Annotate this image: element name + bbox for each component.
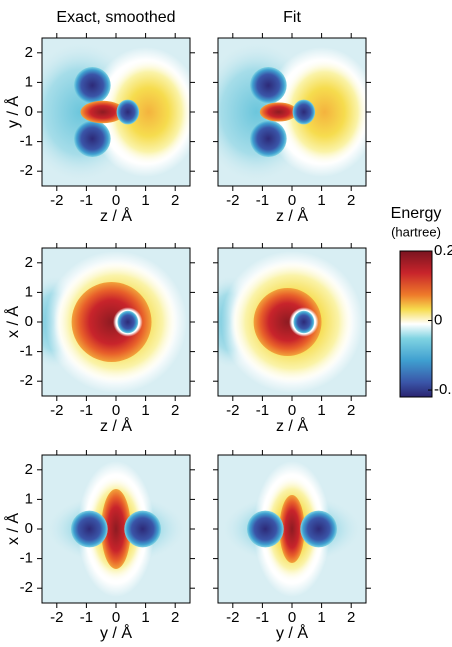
y-tick-label: 1 xyxy=(25,73,33,90)
x-tick-label: 1 xyxy=(317,402,325,419)
x-tick-label: 2 xyxy=(171,402,179,419)
column-title: Exact, smoothed xyxy=(56,9,175,26)
x-tick-label: 0 xyxy=(288,609,296,626)
x-tick-label: 2 xyxy=(347,609,355,626)
y-tick-label: -2 xyxy=(20,162,33,179)
heatmap-image xyxy=(42,455,190,603)
x-axis-label: z / Å xyxy=(276,416,308,435)
field-lobe xyxy=(104,58,190,166)
y-tick-label: -1 xyxy=(20,550,33,567)
column-title: Fit xyxy=(283,9,301,26)
y-tick-label: 2 xyxy=(25,44,33,61)
heatmap-image xyxy=(218,455,366,603)
field-lobe xyxy=(249,67,287,104)
y-tick-label: 2 xyxy=(25,461,33,478)
x-tick-label: -1 xyxy=(256,192,269,209)
x-tick-label: 1 xyxy=(141,192,149,209)
field-lobe xyxy=(253,288,322,356)
y-tick-label: 1 xyxy=(25,490,33,507)
x-tick-label: -2 xyxy=(50,192,63,209)
x-tick-label: -2 xyxy=(226,609,239,626)
colorbar-subtitle: (hartree) xyxy=(391,224,441,239)
heatmap-image xyxy=(218,38,366,186)
y-tick-label: 0 xyxy=(25,103,33,120)
heatmap-image xyxy=(218,248,366,396)
x-tick-label: -2 xyxy=(50,402,63,419)
heatmap-image xyxy=(42,248,190,396)
y-axis-label: x / Å xyxy=(3,306,22,338)
field-lobe xyxy=(71,510,108,548)
field-lobe xyxy=(279,495,305,563)
colorbar-tick-label: -0.2 xyxy=(434,381,452,398)
heatmap-image xyxy=(42,38,190,186)
x-axis-label: z / Å xyxy=(276,206,308,225)
y-axis-label: y / Å xyxy=(3,96,22,128)
field-lobe xyxy=(247,510,284,548)
y-axis-label: x / Å xyxy=(3,513,22,545)
field-lobe xyxy=(101,489,131,569)
x-tick-label: 0 xyxy=(112,609,120,626)
x-tick-label: 0 xyxy=(288,192,296,209)
x-tick-label: 2 xyxy=(171,192,179,209)
x-tick-label: 0 xyxy=(112,192,120,209)
x-tick-label: -1 xyxy=(256,609,269,626)
field-lobe xyxy=(293,310,315,334)
x-tick-label: 0 xyxy=(288,402,296,419)
x-axis-label: y / Å xyxy=(276,623,308,642)
field-lobe xyxy=(300,510,337,548)
x-tick-label: -2 xyxy=(226,192,239,209)
field-lobe xyxy=(259,102,298,122)
field-lobe xyxy=(80,100,125,124)
x-tick-label: 1 xyxy=(141,402,149,419)
y-tick-label: 0 xyxy=(25,520,33,537)
x-axis-label: y / Å xyxy=(100,623,132,642)
colorbar-tick-label: 0 xyxy=(434,311,442,328)
field-lobe xyxy=(117,310,139,334)
field-lobe xyxy=(292,99,316,125)
x-tick-label: 1 xyxy=(317,609,325,626)
field-lobe xyxy=(249,120,287,157)
x-axis-label: z / Å xyxy=(100,416,132,435)
field-lobe xyxy=(280,58,366,166)
x-tick-label: 2 xyxy=(171,609,179,626)
x-tick-label: -2 xyxy=(50,609,63,626)
y-tick-label: -2 xyxy=(20,372,33,389)
y-tick-label: 2 xyxy=(25,254,33,271)
x-tick-label: -1 xyxy=(80,192,93,209)
x-tick-label: -1 xyxy=(256,402,269,419)
field-lobe xyxy=(73,67,111,104)
field-lobe xyxy=(73,120,111,157)
y-tick-label: -1 xyxy=(20,343,33,360)
colorbar-title: Energy xyxy=(391,205,442,222)
colorbar-tick-label: 0.2 xyxy=(434,242,452,259)
colorbar xyxy=(399,250,433,398)
x-tick-label: -1 xyxy=(80,609,93,626)
field-lobe xyxy=(116,99,140,125)
x-tick-label: 0 xyxy=(112,402,120,419)
y-tick-label: 1 xyxy=(25,283,33,300)
x-tick-label: 2 xyxy=(347,192,355,209)
y-tick-label: -1 xyxy=(20,133,33,150)
x-tick-label: 1 xyxy=(317,192,325,209)
y-tick-label: 0 xyxy=(25,313,33,330)
y-tick-label: -2 xyxy=(20,579,33,596)
x-tick-label: 1 xyxy=(141,609,149,626)
x-tick-label: -2 xyxy=(226,402,239,419)
x-axis-label: z / Å xyxy=(100,206,132,225)
field-lobe xyxy=(71,282,152,362)
field-lobe xyxy=(124,510,161,548)
x-tick-label: 2 xyxy=(347,402,355,419)
x-tick-label: -1 xyxy=(80,402,93,419)
